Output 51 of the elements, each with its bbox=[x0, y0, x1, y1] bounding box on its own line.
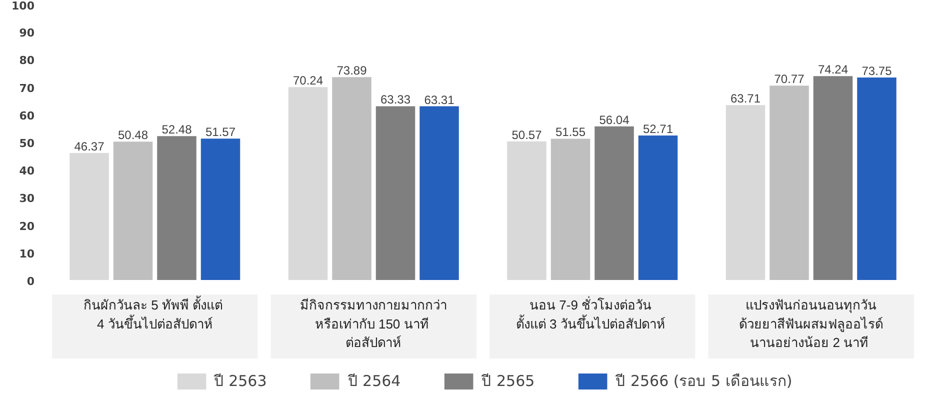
bar bbox=[331, 76, 372, 280]
x-tick-label: นอน 7-9 ชั่วโมงต่อวัน ตั้งแต่ 3 วันขึ้นไปต่อสัปดาห์ bbox=[516, 296, 666, 332]
bar bbox=[812, 75, 854, 280]
bar bbox=[768, 84, 810, 280]
data-label: 73.89 bbox=[336, 64, 368, 78]
bar bbox=[506, 140, 548, 280]
bar bbox=[68, 152, 110, 280]
bar bbox=[374, 105, 416, 280]
data-label: 74.24 bbox=[818, 62, 848, 77]
x-tick-label: แปรงฟันก่อนนอนทุกวัน ด้วยยาสีฟันผสมฟลูออไรด์ นานอย่างน้อย 2 นาที bbox=[739, 298, 884, 350]
y-tick-label: 40 bbox=[19, 164, 35, 178]
y-tick-label: 80 bbox=[19, 54, 35, 68]
data-label: 51.57 bbox=[205, 125, 236, 140]
bar bbox=[637, 134, 679, 280]
data-label: 51.55 bbox=[555, 125, 586, 140]
legend-label: ปี 2563 bbox=[214, 371, 267, 392]
data-label: 63.31 bbox=[424, 92, 455, 107]
data-label: 70.24 bbox=[292, 74, 324, 88]
data-label: 56.04 bbox=[599, 112, 630, 127]
data-label: 50.48 bbox=[118, 128, 148, 142]
data-label: 63.71 bbox=[730, 92, 761, 106]
data-label: 70.77 bbox=[774, 72, 805, 86]
bar bbox=[550, 138, 592, 280]
data-label: 73.75 bbox=[862, 64, 892, 78]
bar bbox=[418, 105, 460, 280]
y-tick-label: 60 bbox=[19, 109, 35, 122]
y-tick-label: 100 bbox=[12, 0, 35, 12]
data-label: 50.57 bbox=[512, 128, 542, 142]
data-label: 46.37 bbox=[74, 140, 105, 154]
x-tick-label: มีกิจกรรมทางกายมากกว่า หรือเท่ากับ 150 นาที ต่อสัปดาห์ bbox=[300, 298, 448, 350]
data-label: 52.71 bbox=[642, 122, 674, 136]
bar bbox=[594, 125, 635, 280]
x-tick-label: กินผักวันละ 5 ทัพพี ตั้งแต่ 4 วันขึ้นไปต่อสัปดาห์ bbox=[84, 296, 223, 332]
bar bbox=[156, 135, 198, 280]
y-tick-label: 0 bbox=[26, 275, 35, 288]
bar bbox=[287, 86, 329, 280]
legend-label: ปี 2564 bbox=[348, 371, 401, 392]
bar bbox=[856, 76, 898, 280]
data-label: 63.33 bbox=[380, 92, 411, 107]
y-tick-label: 70 bbox=[19, 82, 35, 95]
y-tick-label: 30 bbox=[19, 192, 35, 206]
y-tick-label: 10 bbox=[19, 247, 35, 260]
bar bbox=[200, 138, 242, 280]
bar bbox=[112, 140, 154, 280]
bar bbox=[724, 104, 766, 280]
data-label: 52.48 bbox=[162, 122, 192, 137]
legend-label: ปี 2565 bbox=[482, 371, 535, 392]
y-tick-label: 50 bbox=[19, 137, 35, 150]
y-tick-label: 20 bbox=[19, 220, 35, 233]
y-tick-label: 90 bbox=[19, 26, 35, 40]
legend-label: ปี 2566 (รอบ 5 เดือนแรก) bbox=[616, 371, 792, 392]
